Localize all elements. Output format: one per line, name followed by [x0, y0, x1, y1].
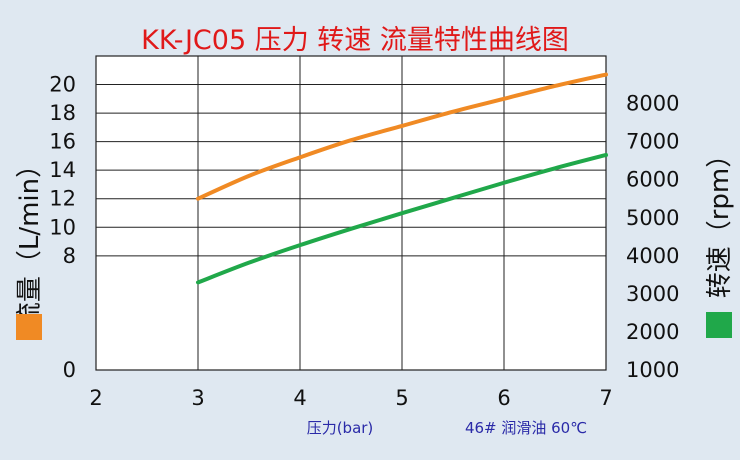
y-right-tick-label: 3000 — [626, 282, 679, 306]
legend-swatch-flow — [16, 314, 42, 340]
series-line-speed — [196, 152, 608, 285]
y-left-tick-label: 10 — [49, 215, 76, 239]
x-tick-label: 7 — [599, 386, 612, 410]
y-axis-left-label: 流量（L/min） — [15, 152, 45, 328]
y-left-tick-label: 0 — [63, 358, 76, 382]
series-line-flow — [196, 72, 608, 201]
y-right-tick-label: 2000 — [626, 320, 679, 344]
x-tick-label: 2 — [89, 386, 102, 410]
x-tick-label: 5 — [395, 386, 408, 410]
y-right-tick-label: 7000 — [626, 130, 679, 154]
plot-area — [95, 55, 607, 371]
y-left-tick-label: 8 — [63, 244, 76, 268]
y-left-tick-label: 14 — [49, 158, 76, 182]
tick-labels: 2 3 4 5 6 7 0 8 10 12 14 16 18 20 1000 2000 3000 4000 5000… — [49, 73, 679, 410]
y-left-tick-label: 18 — [49, 101, 76, 125]
legend-swatch-speed — [706, 312, 732, 338]
y-right-tick-label: 5000 — [626, 206, 679, 230]
y-left-tick-label: 20 — [49, 73, 76, 97]
x-axis-label: 压力(bar) — [307, 419, 374, 437]
x-tick-label: 6 — [497, 386, 510, 410]
chart-note: 46# 润滑油 60℃ — [465, 419, 587, 437]
series-lines — [196, 72, 608, 285]
y-right-tick-label: 8000 — [626, 92, 679, 116]
chart-title: KK-JC05 压力 转速 流量特性曲线图 — [141, 25, 569, 56]
y-left-tick-label: 16 — [49, 130, 76, 154]
x-tick-label: 4 — [293, 386, 306, 410]
x-tick-label: 3 — [191, 386, 204, 410]
y-axis-right-label: 转速（rpm） — [705, 142, 735, 299]
y-right-tick-label: 6000 — [626, 168, 679, 192]
y-right-tick-label: 4000 — [626, 244, 679, 268]
y-right-tick-label: 1000 — [626, 358, 679, 382]
y-left-tick-label: 12 — [49, 187, 76, 211]
